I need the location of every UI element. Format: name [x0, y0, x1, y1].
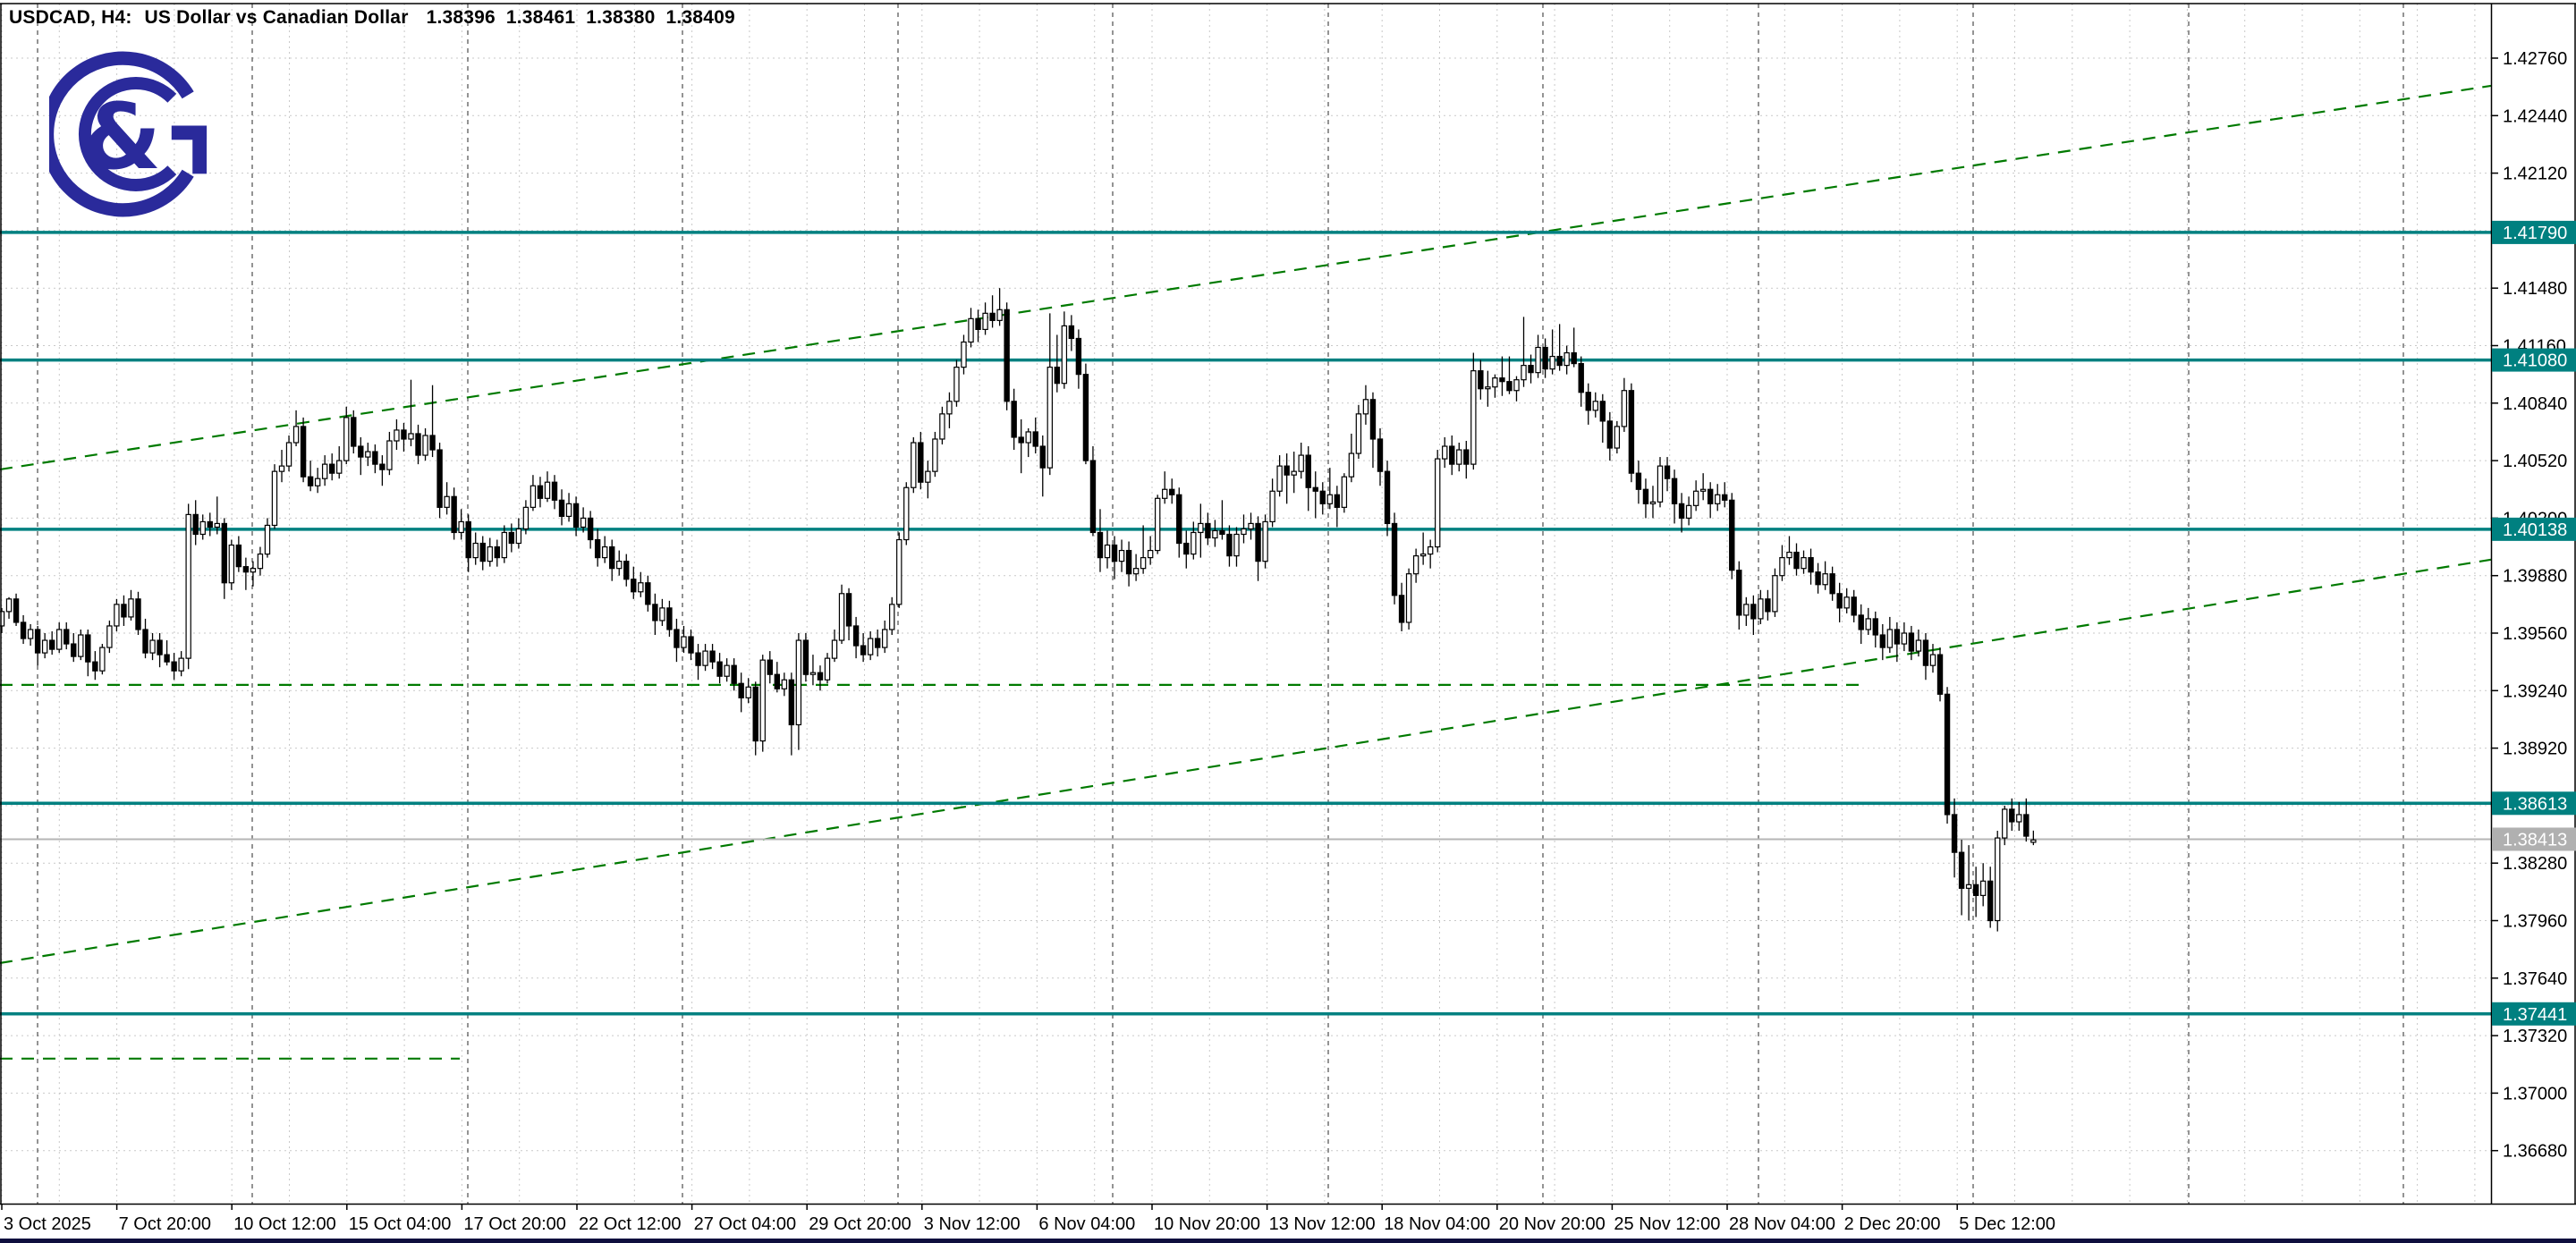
- svg-text:1.37960: 1.37960: [2503, 912, 2567, 932]
- svg-text:3 Nov 12:00: 3 Nov 12:00: [924, 1214, 1021, 1234]
- svg-text:1.36680: 1.36680: [2503, 1142, 2567, 1162]
- chart-title: USDCAD, H4: US Dollar vs Canadian Dollar 1…: [9, 7, 735, 29]
- svg-text:1.40520: 1.40520: [2503, 452, 2567, 471]
- symbol-timeframe-label: USDCAD, H4:: [9, 7, 132, 28]
- brand-logo: &: [49, 51, 208, 217]
- svg-text:17 Oct 20:00: 17 Oct 20:00: [463, 1214, 566, 1234]
- svg-text:1.42760: 1.42760: [2503, 49, 2567, 69]
- svg-text:1.38280: 1.38280: [2503, 854, 2567, 874]
- trendlines[interactable]: [0, 84, 2492, 1060]
- svg-text:28 Nov 04:00: 28 Nov 04:00: [1729, 1214, 1835, 1234]
- svg-text:1.40840: 1.40840: [2503, 394, 2567, 414]
- svg-text:10 Nov 20:00: 10 Nov 20:00: [1154, 1214, 1260, 1234]
- svg-text:6 Nov 04:00: 6 Nov 04:00: [1038, 1214, 1135, 1234]
- svg-text:1.37640: 1.37640: [2503, 969, 2567, 989]
- svg-text:7 Oct 20:00: 7 Oct 20:00: [119, 1214, 211, 1234]
- svg-text:1.37320: 1.37320: [2503, 1027, 2567, 1046]
- svg-text:5 Dec 12:00: 5 Dec 12:00: [1959, 1214, 2055, 1234]
- candlestick-series: [0, 288, 2037, 932]
- svg-text:13 Nov 12:00: 13 Nov 12:00: [1269, 1214, 1376, 1234]
- grid: [0, 4, 2491, 1204]
- svg-text:1.37441: 1.37441: [2503, 1005, 2567, 1025]
- svg-text:3 Oct 2025: 3 Oct 2025: [4, 1214, 91, 1234]
- svg-text:27 Oct 04:00: 27 Oct 04:00: [694, 1214, 797, 1234]
- svg-text:1.41480: 1.41480: [2503, 279, 2567, 299]
- svg-text:1.39880: 1.39880: [2503, 567, 2567, 587]
- ohlc-open: 1.38396: [426, 7, 496, 28]
- svg-text:1.40138: 1.40138: [2503, 520, 2567, 540]
- logo-arcs: [49, 51, 208, 217]
- time-axis[interactable]: 3 Oct 2025 7 Oct 20:00 10 Oct 12:00 15 Oct …: [1, 1204, 2055, 1234]
- svg-text:1.38920: 1.38920: [2503, 740, 2567, 759]
- svg-text:15 Oct 04:00: 15 Oct 04:00: [349, 1214, 452, 1234]
- svg-text:25 Nov 12:00: 25 Nov 12:00: [1614, 1214, 1720, 1234]
- svg-text:1.41790: 1.41790: [2503, 224, 2567, 243]
- svg-text:22 Oct 12:00: 22 Oct 12:00: [579, 1214, 682, 1234]
- ohlc-close: 1.38409: [665, 7, 735, 28]
- svg-text:1.39560: 1.39560: [2503, 624, 2567, 644]
- svg-text:1.39240: 1.39240: [2503, 681, 2567, 701]
- svg-text:1.42120: 1.42120: [2503, 165, 2567, 184]
- symbol-description: US Dollar vs Canadian Dollar: [144, 7, 409, 28]
- svg-text:10 Oct 12:00: 10 Oct 12:00: [233, 1214, 336, 1234]
- ohlc-high: 1.38461: [505, 7, 576, 28]
- svg-text:1.41080: 1.41080: [2503, 351, 2567, 371]
- ohlc-low: 1.38380: [586, 7, 656, 28]
- svg-text:1.42440: 1.42440: [2503, 106, 2567, 126]
- svg-text:1.38413: 1.38413: [2503, 830, 2567, 850]
- svg-text:18 Nov 04:00: 18 Nov 04:00: [1384, 1214, 1490, 1234]
- svg-text:2 Dec 20:00: 2 Dec 20:00: [1844, 1214, 1941, 1234]
- svg-text:20 Nov 20:00: 20 Nov 20:00: [1499, 1214, 1606, 1234]
- chart-frame: [0, 3, 2576, 1243]
- current-price-label: 1.38413: [2492, 827, 2576, 851]
- svg-text:29 Oct 20:00: 29 Oct 20:00: [809, 1214, 911, 1234]
- level-price-labels: 1.41790 1.41080 1.40138 1.38613 1.37441: [2492, 220, 2576, 1026]
- svg-text:1.37000: 1.37000: [2503, 1084, 2567, 1103]
- logo-ampersand: &: [82, 84, 161, 190]
- svg-text:1.38613: 1.38613: [2503, 794, 2567, 814]
